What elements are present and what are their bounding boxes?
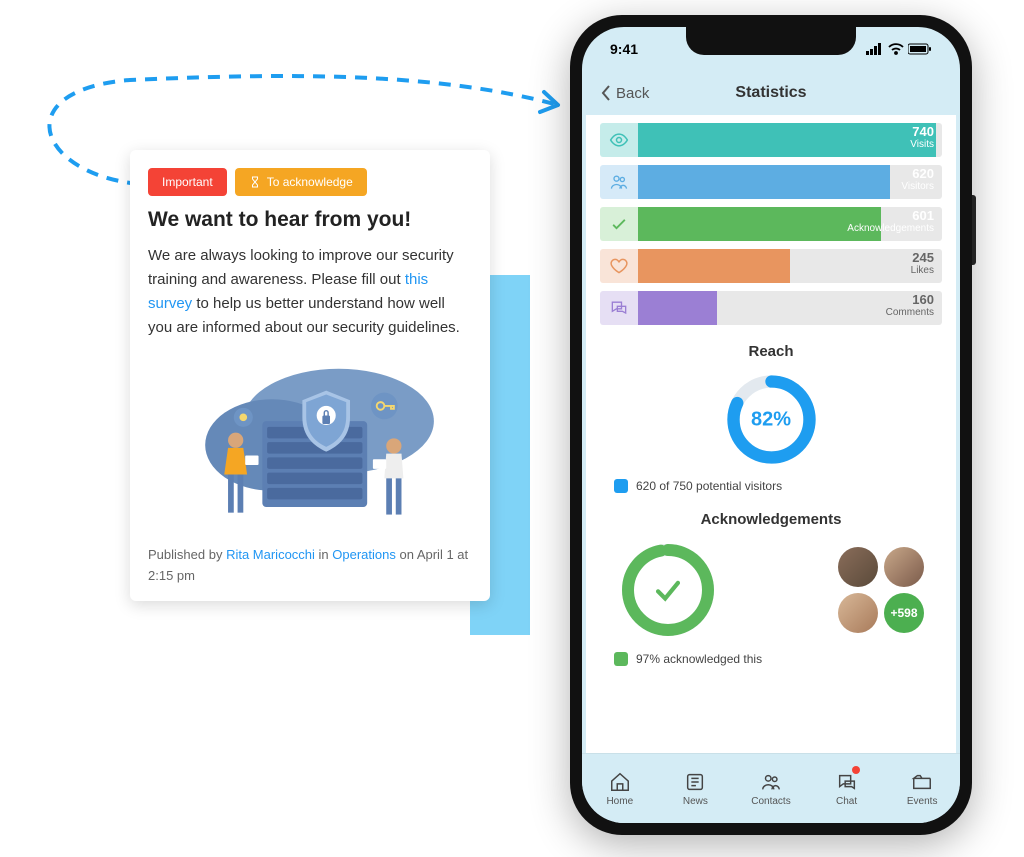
stat-value: 245 xyxy=(911,251,934,265)
stat-label: Visitors xyxy=(901,181,934,192)
stat-bar-track: 601 Acknowledgements xyxy=(638,207,942,241)
stat-icon xyxy=(600,207,638,241)
stat-bar-track: 740 Visits xyxy=(638,123,942,157)
important-badge: Important xyxy=(148,168,227,196)
ack-title: Acknowledgements xyxy=(600,511,942,528)
stat-label: Comments xyxy=(886,307,934,318)
stat-row: 620 Visitors xyxy=(600,165,942,199)
reach-legend: 620 of 750 potential visitors xyxy=(600,479,942,493)
acknowledge-badge-label: To acknowledge xyxy=(267,175,353,189)
stat-text: 160 Comments xyxy=(886,293,934,318)
tab-label: Events xyxy=(907,796,938,807)
avatar[interactable] xyxy=(884,547,924,587)
stat-bar-fill xyxy=(638,207,881,241)
ack-legend-swatch xyxy=(614,652,628,666)
ack-donut xyxy=(618,540,718,640)
check-icon xyxy=(651,573,685,607)
phone-notch xyxy=(686,27,856,55)
reach-percent: 82% xyxy=(751,408,791,431)
stat-bar-track: 245 Likes xyxy=(638,249,942,283)
stat-text: 601 Acknowledgements xyxy=(847,209,934,234)
wifi-icon xyxy=(888,43,904,55)
nav-header: Back Statistics xyxy=(582,71,960,115)
card-body: We are always looking to improve our sec… xyxy=(148,244,472,340)
reach-donut-wrap: 82% xyxy=(600,372,942,467)
tab-chat[interactable]: Chat xyxy=(809,754,885,823)
reach-title: Reach xyxy=(600,343,942,360)
stat-row: 601 Acknowledgements xyxy=(600,207,942,241)
stat-value: 601 xyxy=(847,209,934,223)
ack-legend: 97% acknowledged this xyxy=(600,652,942,666)
stat-bar-fill xyxy=(638,123,936,157)
stat-bar-track: 160 Comments xyxy=(638,291,942,325)
stats-area: 740 Visits 620 Visitors 601 Acknowledgem… xyxy=(586,115,956,755)
stat-text: 245 Likes xyxy=(911,251,934,276)
tab-bar: Home News Contacts Chat Events xyxy=(582,753,960,823)
author-link[interactable]: Rita Maricocchi xyxy=(226,547,315,562)
back-label: Back xyxy=(616,85,649,102)
avatar-more[interactable]: +598 xyxy=(884,593,924,633)
stat-bar-track: 620 Visitors xyxy=(638,165,942,199)
stat-label: Visits xyxy=(910,139,934,150)
reach-donut: 82% xyxy=(724,372,819,467)
stat-icon xyxy=(600,123,638,157)
stat-icon xyxy=(600,165,638,199)
news-card: Important To acknowledge We want to hear… xyxy=(130,150,490,601)
card-body-after: to help us better understand how well yo… xyxy=(148,295,460,336)
reach-legend-swatch xyxy=(614,479,628,493)
card-meta: Published by Rita Maricocchi in Operatio… xyxy=(148,545,472,587)
tab-label: Home xyxy=(606,796,633,807)
status-icons xyxy=(866,43,932,55)
events-icon xyxy=(911,771,933,793)
stat-row: 160 Comments xyxy=(600,291,942,325)
tab-label: Chat xyxy=(836,796,857,807)
tab-home[interactable]: Home xyxy=(582,754,658,823)
news-icon xyxy=(684,771,706,793)
stat-bar-fill xyxy=(638,291,717,325)
stat-icon xyxy=(600,249,638,283)
phone-screen: 9:41 Back Statistics 740 Visits xyxy=(582,27,960,823)
status-time: 9:41 xyxy=(610,41,638,57)
avatar[interactable] xyxy=(838,593,878,633)
stat-text: 620 Visitors xyxy=(901,167,934,192)
chevron-left-icon xyxy=(600,84,612,102)
ack-row: +598 xyxy=(600,540,942,640)
ack-legend-text: 97% acknowledged this xyxy=(636,652,762,666)
avatar[interactable] xyxy=(838,547,878,587)
stat-label: Acknowledgements xyxy=(847,223,934,234)
security-illustration xyxy=(148,360,472,530)
stat-bar-fill xyxy=(638,249,790,283)
phone-frame: 9:41 Back Statistics 740 Visits xyxy=(570,15,972,835)
stat-text: 740 Visits xyxy=(910,125,934,150)
signal-icon xyxy=(866,43,884,55)
tab-label: News xyxy=(683,796,708,807)
card-title: We want to hear from you! xyxy=(148,208,472,232)
hourglass-icon xyxy=(249,176,261,188)
stat-label: Likes xyxy=(911,265,934,276)
meta-in: in xyxy=(315,547,332,562)
acknowledge-badge: To acknowledge xyxy=(235,168,367,196)
stat-row: 740 Visits xyxy=(600,123,942,157)
home-icon xyxy=(609,771,631,793)
notification-dot xyxy=(852,766,860,774)
battery-icon xyxy=(908,43,932,55)
tab-events[interactable]: Events xyxy=(884,754,960,823)
reach-legend-text: 620 of 750 potential visitors xyxy=(636,479,782,493)
back-button[interactable]: Back xyxy=(600,84,649,102)
tab-label: Contacts xyxy=(751,796,790,807)
screen-title: Statistics xyxy=(735,84,806,102)
stat-value: 160 xyxy=(886,293,934,307)
stat-bar-fill xyxy=(638,165,890,199)
stat-icon xyxy=(600,291,638,325)
avatars-grid: +598 xyxy=(838,547,924,633)
stat-value: 740 xyxy=(910,125,934,139)
tab-contacts[interactable]: Contacts xyxy=(733,754,809,823)
contacts-icon xyxy=(760,771,782,793)
stat-value: 620 xyxy=(901,167,934,181)
category-link[interactable]: Operations xyxy=(332,547,396,562)
badges-row: Important To acknowledge xyxy=(148,168,472,196)
stat-row: 245 Likes xyxy=(600,249,942,283)
meta-publishedby: Published by xyxy=(148,547,226,562)
tab-news[interactable]: News xyxy=(658,754,734,823)
